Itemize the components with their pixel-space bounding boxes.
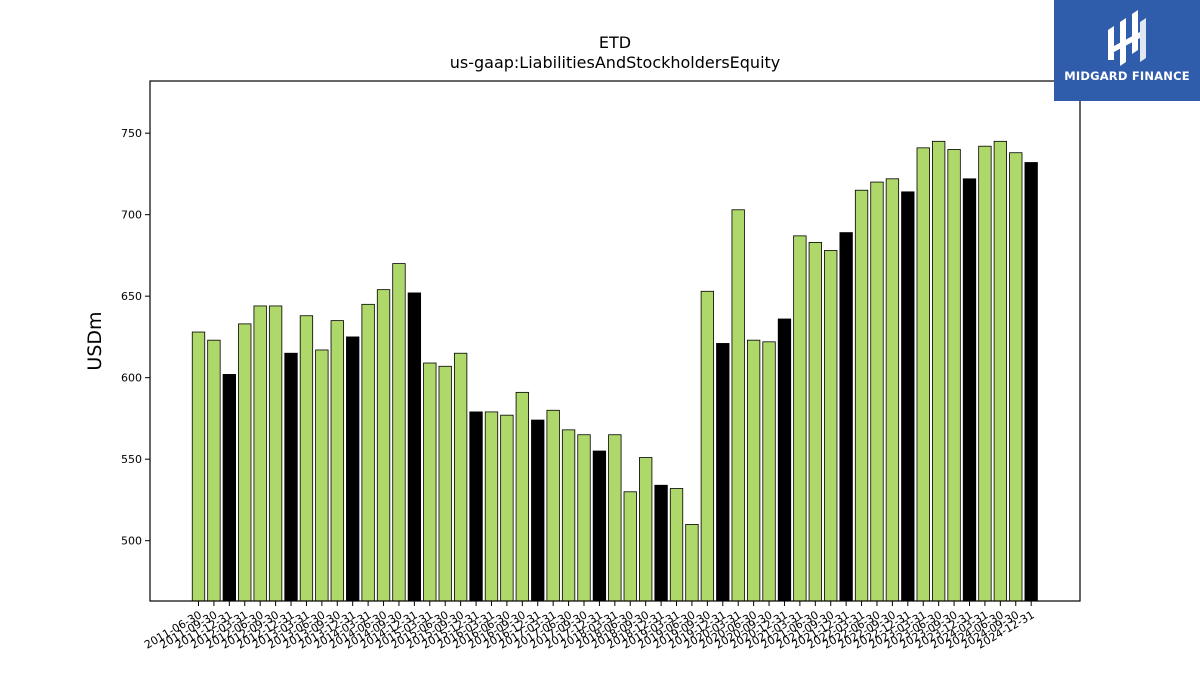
bar-2019-03-31	[669, 488, 684, 602]
y-tick-label: 650	[121, 290, 142, 303]
bar-2016-06-30	[500, 414, 514, 602]
brand-logo: MIDGARD FINANCE	[1054, 0, 1200, 101]
bar-2017-12-31	[592, 450, 607, 602]
bar-2020-03-31	[731, 209, 745, 602]
bar-2015-06-30	[438, 365, 452, 602]
bar-2013-09-30	[330, 320, 344, 602]
bar-2020-06-30	[746, 339, 761, 602]
bar-2024-12-31	[1024, 162, 1038, 602]
bar-2013-03-31	[299, 315, 314, 602]
bar-2021-06-30	[808, 241, 822, 602]
bar-2023-03-31	[916, 147, 930, 602]
y-tick-label: 550	[121, 453, 142, 466]
bar-2022-09-30	[885, 178, 900, 602]
y-tick-label: 600	[121, 372, 142, 385]
chart-subtitle: us-gaap:LiabilitiesAndStockholdersEquity	[450, 53, 781, 72]
y-tick-label: 500	[121, 535, 142, 548]
bar-2013-06-30	[315, 349, 329, 602]
logo-mark-icon	[1108, 10, 1146, 66]
bar-2021-03-31	[793, 235, 807, 602]
bar-2017-09-30	[577, 434, 591, 602]
bar-2024-09-30	[1009, 152, 1023, 602]
bar-2012-03-31	[238, 323, 252, 602]
bar-2015-09-30	[453, 352, 468, 602]
bar-2017-06-30	[561, 429, 576, 602]
bar-2018-12-31	[654, 484, 668, 602]
bar-2020-12-31	[777, 318, 792, 602]
plot-frame	[149, 80, 1081, 602]
bar-2013-12-31	[346, 336, 360, 602]
bar-2012-09-30	[268, 305, 283, 602]
y-axis-label: USDm	[84, 311, 106, 370]
bar-2023-12-31	[962, 178, 977, 602]
bar-2017-03-31	[546, 409, 560, 602]
bar-2019-12-31	[716, 343, 730, 602]
bar-2012-06-30	[253, 305, 267, 602]
bar-2021-09-30	[824, 250, 838, 602]
bar-2014-03-31	[361, 303, 375, 602]
bar-2022-12-31	[901, 191, 915, 602]
bar-2019-06-30	[685, 523, 699, 602]
bar-2021-12-31	[839, 232, 853, 602]
bar-2024-03-31	[978, 145, 992, 602]
bar-2011-06-30	[191, 331, 206, 602]
brand-name: MIDGARD FINANCE	[1064, 69, 1190, 83]
bar-2011-09-30	[207, 339, 221, 602]
bar-2016-09-30	[515, 391, 529, 602]
bar-2024-06-30	[993, 140, 1007, 602]
bar-2014-06-30	[376, 289, 391, 602]
bar-2022-03-31	[854, 189, 869, 602]
bar-2022-06-30	[870, 181, 884, 602]
bar-2016-12-31	[531, 419, 545, 602]
bar-2018-06-30	[623, 491, 637, 602]
bar-2011-12-31	[222, 374, 236, 602]
bar-2023-09-30	[947, 149, 961, 602]
bar-2018-09-30	[639, 457, 653, 602]
bar-2023-06-30	[932, 140, 946, 602]
y-tick-label: 700	[121, 209, 142, 222]
bar-2015-03-31	[423, 362, 437, 602]
bar-2012-12-31	[284, 352, 298, 602]
bar-2018-03-31	[608, 434, 622, 602]
bar-2020-09-30	[762, 341, 776, 602]
y-tick-label: 750	[121, 127, 142, 140]
bar-2014-12-31	[407, 292, 422, 602]
bar-2016-03-31	[484, 411, 499, 602]
bar-2019-09-30	[700, 290, 715, 602]
bar-2014-09-30	[392, 263, 406, 602]
chart-title: ETD	[599, 33, 631, 52]
bar-2015-12-31	[469, 411, 483, 602]
